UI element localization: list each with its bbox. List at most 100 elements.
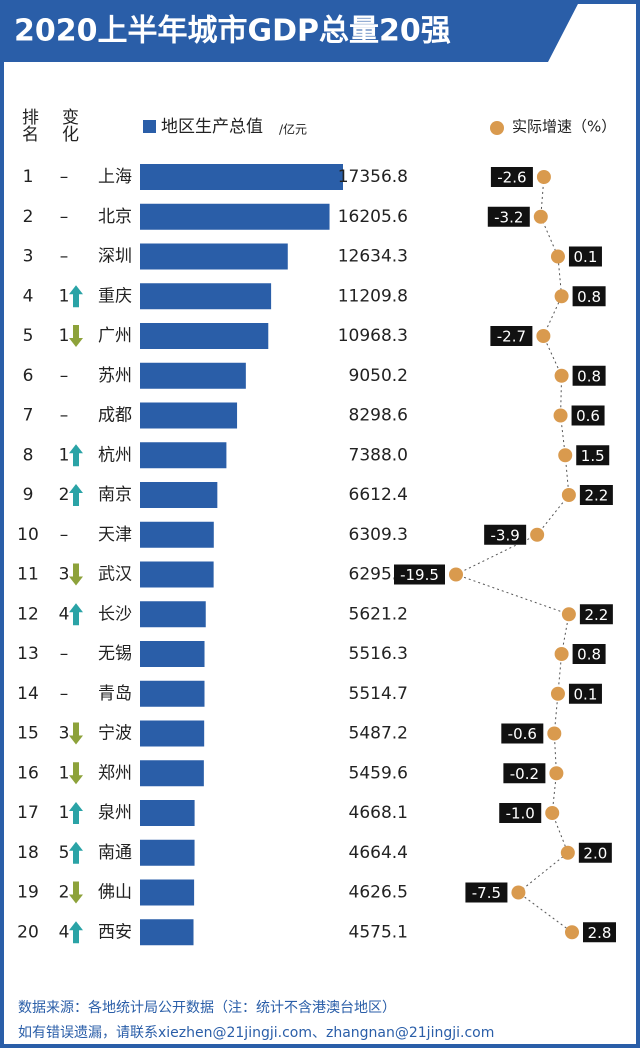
- city: 北京: [98, 207, 132, 227]
- growth-dot: [536, 170, 551, 184]
- growth-label-bg: [490, 326, 533, 346]
- city: 西安: [98, 922, 132, 942]
- growth-label-bg: [503, 763, 546, 784]
- rank: 3: [23, 247, 34, 267]
- rank-change: 1: [59, 445, 70, 465]
- rank-change: 4: [59, 604, 70, 624]
- rank: 19: [17, 883, 39, 903]
- bar: [140, 482, 218, 508]
- bar: [140, 283, 272, 310]
- growth-label-bg: [499, 803, 542, 823]
- rank: 20: [17, 922, 39, 942]
- rank: 5: [23, 326, 34, 346]
- rank-change: –: [60, 366, 69, 386]
- bar: [140, 521, 214, 548]
- rank-change: –: [60, 167, 69, 187]
- growth-dot: [545, 806, 560, 820]
- rank-change: 1: [59, 326, 70, 346]
- city: 重庆: [98, 286, 132, 306]
- value-label: 4626.5: [349, 883, 408, 903]
- growth-label: -0.2: [510, 765, 539, 783]
- rank: 15: [17, 724, 39, 744]
- growth-label: 0.8: [577, 646, 601, 664]
- growth-label-bg: [571, 405, 605, 426]
- city: 无锡: [98, 644, 132, 664]
- arrow-down: [69, 325, 83, 347]
- growth-label-bg: [579, 604, 613, 625]
- growth-dot: [550, 249, 565, 264]
- rank-change: 3: [59, 724, 70, 744]
- legend-label: 实际增速（%）: [512, 118, 616, 136]
- arrow-down: [69, 563, 83, 586]
- growth-dot: [553, 408, 568, 423]
- growth-label-bg: [465, 882, 508, 903]
- chart-title: 2020上半年城市GDP总量20强: [14, 14, 451, 49]
- arrow-up: [69, 841, 83, 864]
- city: 上海: [98, 167, 132, 187]
- growth-dot: [558, 448, 573, 463]
- rank-change: 1: [59, 763, 70, 783]
- growth-label: 2.8: [588, 924, 612, 942]
- city: 青岛: [98, 684, 132, 704]
- arrow-down: [69, 762, 83, 785]
- value-label: 4575.1: [349, 922, 408, 942]
- growth-label: -2.6: [497, 169, 526, 187]
- contact-note: 如有错误遗漏，请联系xiezhen@21jingji.com、zhangnan@…: [18, 1025, 494, 1041]
- growth-dot: [511, 885, 526, 900]
- growth-dot: [561, 607, 576, 622]
- bar: [140, 601, 206, 628]
- growth-label-bg: [484, 524, 527, 545]
- value-label: 8298.6: [349, 406, 408, 426]
- rank: 7: [23, 406, 34, 426]
- value-label: 5487.2: [349, 724, 408, 744]
- rank: 6: [23, 366, 34, 386]
- growth-label: 1.5: [581, 447, 605, 465]
- bar: [140, 919, 194, 946]
- rank-change: 2: [59, 485, 70, 505]
- arrow-up: [69, 603, 83, 626]
- source-note: 数据来源：各地统计局公开数据（注：统计不含港澳台地区）: [18, 1000, 396, 1016]
- city: 苏州: [98, 366, 132, 386]
- rank-change: 1: [59, 803, 70, 823]
- rank: 12: [17, 604, 39, 624]
- growth-dot: [549, 766, 564, 781]
- value-label: 7388.0: [349, 445, 408, 465]
- growth-label: 2.2: [584, 606, 608, 624]
- city: 宁波: [98, 724, 132, 744]
- value-label: 6612.4: [349, 485, 408, 505]
- growth-label: 0.8: [577, 288, 601, 306]
- rank: 18: [17, 843, 39, 863]
- arrow-up: [69, 802, 83, 824]
- bar: [140, 362, 246, 389]
- rank-change: 3: [59, 565, 70, 585]
- growth-label: -2.7: [497, 328, 526, 346]
- growth-label-bg: [568, 683, 602, 704]
- rank-change: –: [60, 406, 69, 426]
- city: 长沙: [98, 604, 132, 624]
- growth-dot: [560, 845, 575, 860]
- growth-dot: [554, 289, 569, 304]
- growth-label-bg: [572, 644, 606, 664]
- bar: [140, 323, 269, 349]
- bar: [140, 680, 205, 707]
- growth-label: -19.5: [400, 566, 439, 584]
- value-label: 17356.8: [338, 167, 408, 187]
- city: 佛山: [98, 883, 132, 903]
- rank-change: –: [60, 684, 69, 704]
- growth-line: [454, 176, 573, 933]
- city: 杭州: [98, 445, 132, 465]
- arrow-up: [69, 285, 83, 308]
- rank-change: –: [60, 247, 69, 267]
- rank-change: –: [60, 207, 69, 227]
- growth-label: -1.0: [506, 805, 535, 823]
- bar: [140, 164, 343, 190]
- city: 郑州: [98, 763, 132, 783]
- rank: 13: [17, 644, 39, 664]
- rank-change: 2: [59, 883, 70, 903]
- city: 南通: [98, 843, 132, 863]
- growth-dot: [547, 726, 562, 741]
- title-bar: [0, 0, 580, 62]
- growth-label: 0.8: [577, 367, 601, 385]
